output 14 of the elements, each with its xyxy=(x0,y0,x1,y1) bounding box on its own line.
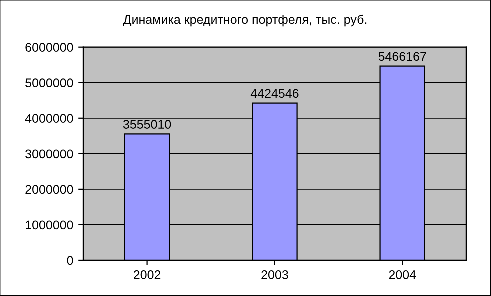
y-tick-label: 4000000 xyxy=(25,114,74,124)
x-tick-label: 2003 xyxy=(262,270,288,280)
y-tick-label: 5000000 xyxy=(26,78,74,88)
y-tick-label: 3000000 xyxy=(26,150,74,159)
data-label: 4424546 xyxy=(250,89,299,98)
data-label: 5466167 xyxy=(378,52,426,62)
x-tick-label: 2004 xyxy=(389,270,416,280)
data-label: 3555010 xyxy=(123,120,172,129)
y-tick-label: 0 xyxy=(67,256,74,266)
chart-title: Динамика кредитного портфеля, тыс. руб. xyxy=(123,14,367,27)
x-tick-label: 2002 xyxy=(134,270,161,280)
y-tick-label: 6000000 xyxy=(26,43,74,52)
y-tick-label: 2000000 xyxy=(26,185,74,194)
y-tick-label: 1000000 xyxy=(26,220,74,230)
